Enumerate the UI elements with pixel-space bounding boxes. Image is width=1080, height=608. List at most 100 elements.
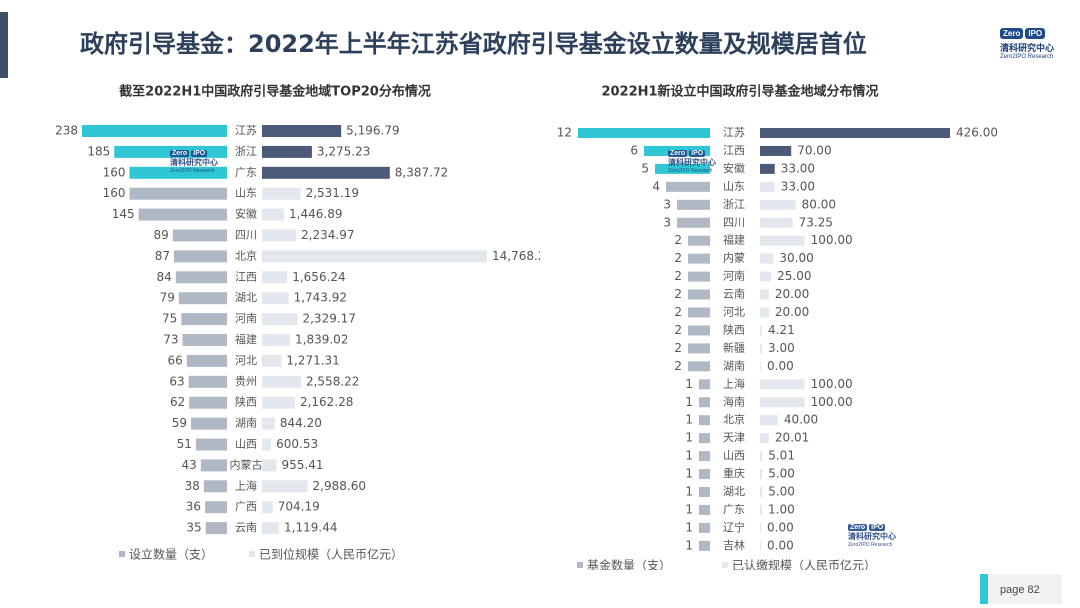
bar-scale	[760, 163, 775, 174]
data-label-count: 1	[685, 520, 693, 534]
data-label-scale: 30.00	[779, 251, 813, 265]
data-label-scale: 0.00	[767, 359, 794, 373]
data-label-scale: 20.01	[775, 431, 809, 445]
category-label: 山东	[723, 180, 745, 193]
data-label-scale: 704.19	[278, 500, 320, 514]
bar-count	[699, 540, 710, 551]
data-label-count: 238	[55, 124, 78, 138]
bar-scale	[262, 375, 301, 388]
bar-count	[688, 343, 710, 354]
legend-label-count: 基金数量（支）	[587, 558, 671, 571]
data-label-scale: 14,768.29	[492, 249, 540, 263]
bar-scale	[760, 325, 762, 336]
bar-scale	[760, 415, 778, 426]
bar-count	[578, 128, 710, 138]
data-label-count: 12	[557, 126, 572, 140]
category-label: 贵州	[235, 375, 257, 388]
bar-count	[82, 125, 227, 137]
bar-count	[203, 480, 227, 493]
data-label-scale: 100.00	[811, 233, 853, 247]
data-label-count: 1	[685, 377, 693, 391]
category-label: 云南	[723, 288, 745, 301]
data-label-scale: 2,234.97	[301, 228, 354, 242]
bar-scale	[262, 250, 487, 263]
bar-scale	[262, 145, 312, 158]
bar-scale	[760, 487, 763, 497]
category-label: 江西	[235, 270, 257, 283]
bar-count	[191, 417, 227, 430]
data-label-count: 160	[103, 186, 126, 200]
bar-count	[699, 504, 710, 515]
category-label: 湖北	[723, 485, 745, 498]
data-label-scale: 3.00	[768, 341, 795, 355]
bar-count	[688, 289, 710, 300]
legend-swatch-count	[119, 551, 125, 557]
bar-count	[205, 522, 227, 535]
bar-scale	[262, 166, 390, 179]
data-label-scale: 2,531.19	[306, 186, 359, 200]
data-label-scale: 8,387.72	[395, 165, 448, 179]
bar-scale	[760, 361, 761, 372]
category-label: 湖南	[723, 359, 745, 372]
category-label: 辽宁	[723, 520, 745, 534]
data-label-count: 35	[186, 521, 201, 535]
bar-count	[175, 271, 227, 284]
bar-count	[200, 459, 227, 472]
category-label: 海南	[723, 394, 745, 408]
data-label-count: 2	[674, 341, 682, 355]
bar-count	[699, 379, 710, 390]
bar-scale	[262, 480, 308, 493]
category-label: 河北	[723, 306, 745, 319]
bar-scale	[262, 125, 342, 137]
bar-scale	[760, 217, 793, 228]
bar-scale	[262, 292, 289, 305]
legend-swatch-scale	[722, 562, 728, 568]
legend-label-scale: 已认缴规模（人民币亿元）	[732, 558, 876, 571]
data-label-count: 36	[186, 500, 201, 514]
bar-scale	[760, 522, 761, 533]
data-label-scale: 3,275.23	[317, 144, 370, 158]
bar-scale	[262, 313, 298, 326]
data-label-count: 1	[685, 467, 693, 481]
data-label-scale: 5,196.79	[346, 124, 399, 138]
category-label: 广东	[723, 503, 745, 516]
data-label-scale: 4.21	[768, 323, 795, 337]
bar-count	[138, 208, 227, 221]
data-label-count: 2	[674, 323, 682, 337]
data-label-count: 2	[674, 305, 682, 319]
data-label-count: 1	[685, 395, 693, 409]
category-label: 江苏	[235, 124, 257, 137]
bar-count	[677, 217, 710, 228]
data-label-scale: 1,446.89	[289, 207, 342, 221]
category-label: 河北	[235, 354, 257, 367]
data-label-scale: 70.00	[797, 143, 831, 157]
data-label-count: 4	[652, 179, 660, 193]
bar-count	[699, 522, 710, 533]
bar-scale	[262, 501, 273, 514]
left-accent-bar	[0, 12, 8, 78]
category-label: 云南	[235, 521, 257, 534]
category-label: 陕西	[723, 322, 745, 336]
page-number: page 82	[1000, 584, 1040, 596]
bar-scale	[262, 334, 291, 346]
data-label-scale: 0.00	[767, 520, 794, 534]
data-label-scale: 2,988.60	[313, 479, 366, 493]
bar-count	[699, 469, 710, 480]
watermark-logo: Zero IPO 清科研究中心 Zero2IPO Research	[848, 524, 896, 548]
category-label: 天津	[723, 431, 745, 444]
bar-count	[677, 199, 710, 210]
bar-count	[699, 415, 710, 426]
chart-title: 2022H1新设立中国政府引导基金地域分布情况	[601, 84, 878, 100]
bar-scale	[262, 522, 280, 535]
data-label-scale: 2,558.22	[306, 374, 359, 388]
bar-scale	[262, 438, 272, 451]
legend-label-scale: 已到位规模（人民币亿元）	[259, 547, 403, 562]
data-label-count: 38	[185, 479, 200, 493]
bar-scale	[760, 307, 769, 318]
category-label: 河南	[723, 270, 745, 283]
bar-count	[699, 487, 710, 497]
category-label: 内蒙	[723, 251, 745, 265]
category-label: 吉林	[723, 538, 745, 552]
data-label-count: 63	[169, 374, 184, 388]
data-label-count: 79	[160, 291, 175, 305]
